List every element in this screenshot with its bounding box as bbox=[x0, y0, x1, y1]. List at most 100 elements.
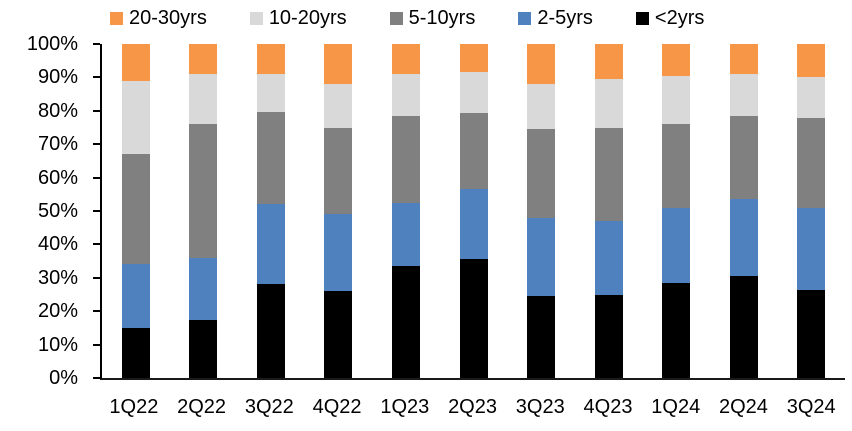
bar-slot-2q23 bbox=[440, 44, 508, 378]
segment-10-20yrs-4q23 bbox=[594, 79, 623, 128]
legend-item-2-5yrs: 2-5yrs bbox=[518, 5, 593, 31]
segment-5-10yrs-1q24 bbox=[662, 124, 691, 208]
segment-2yrs-3q22 bbox=[256, 284, 285, 378]
bar-2q24 bbox=[729, 44, 758, 378]
segment-2yrs-4q23 bbox=[594, 294, 623, 378]
segment-2yrs-4q22 bbox=[324, 291, 353, 378]
bar-1q22 bbox=[121, 44, 150, 378]
segment-5-10yrs-3q22 bbox=[256, 112, 285, 205]
segment-20-30yrs-1q24 bbox=[662, 44, 691, 76]
segment-2-5yrs-1q22 bbox=[121, 264, 150, 328]
legend-item-2yrs: <2yrs bbox=[635, 5, 705, 31]
bar-slot-1q22 bbox=[102, 44, 170, 378]
segment-10-20yrs-1q22 bbox=[121, 80, 150, 155]
y-axis-label-90: 90% bbox=[37, 66, 78, 89]
segment-5-10yrs-3q24 bbox=[797, 117, 826, 208]
segment-5-10yrs-1q23 bbox=[391, 115, 420, 203]
x-axis-label-4q23: 4Q23 bbox=[583, 396, 633, 418]
y-axis-label-10: 10% bbox=[37, 333, 78, 356]
legend-label-2yrs: <2yrs bbox=[654, 7, 705, 29]
segment-10-20yrs-3q24 bbox=[797, 77, 826, 118]
segment-10-20yrs-4q22 bbox=[324, 84, 353, 128]
x-axis-label-3q22: 3Q22 bbox=[244, 396, 294, 418]
segment-2yrs-3q23 bbox=[527, 296, 556, 378]
y-axis-tick-70 bbox=[93, 143, 100, 146]
y-axis-tick-0 bbox=[93, 377, 100, 379]
bar-3q22 bbox=[256, 44, 285, 378]
legend-item-20-30yrs: 20-30yrs bbox=[110, 5, 207, 31]
y-axis-tick-50 bbox=[93, 210, 100, 212]
segment-2yrs-3q24 bbox=[797, 289, 826, 378]
segment-2-5yrs-4q22 bbox=[324, 214, 353, 292]
segment-2-5yrs-3q23 bbox=[527, 217, 556, 297]
legend-swatch-icon-20-30yrs bbox=[110, 11, 123, 25]
y-axis-tick-20 bbox=[93, 310, 100, 313]
segment-20-30yrs-4q23 bbox=[594, 44, 623, 80]
y-axis-tick-30 bbox=[93, 276, 100, 279]
y-axis-tick-100 bbox=[93, 43, 100, 45]
segment-2-5yrs-3q22 bbox=[256, 204, 285, 285]
y-axis-label-50: 50% bbox=[37, 200, 78, 222]
legend-label-2-5yrs: 2-5yrs bbox=[537, 7, 593, 29]
x-axis-label-4q22: 4Q22 bbox=[312, 396, 362, 418]
segment-5-10yrs-2q24 bbox=[729, 115, 758, 200]
y-axis-tick-40 bbox=[93, 243, 100, 246]
bar-2q22 bbox=[189, 44, 218, 378]
legend-item-5-10yrs: 5-10yrs bbox=[389, 5, 476, 31]
bar-3q24 bbox=[797, 44, 826, 378]
segment-2yrs-1q24 bbox=[662, 282, 691, 378]
bar-slot-2q22 bbox=[170, 44, 238, 378]
bar-slot-3q24 bbox=[777, 44, 845, 378]
x-axis-label-3q23: 3Q23 bbox=[515, 396, 565, 418]
segment-2-5yrs-2q22 bbox=[189, 257, 218, 320]
bar-2q23 bbox=[459, 44, 488, 378]
bar-slot-1q24 bbox=[642, 44, 710, 378]
bar-slot-4q23 bbox=[575, 44, 643, 378]
segment-5-10yrs-2q23 bbox=[459, 112, 488, 190]
segment-2yrs-1q22 bbox=[121, 327, 150, 378]
plot-area bbox=[100, 44, 845, 380]
x-axis-label-2q22: 2Q22 bbox=[177, 396, 227, 418]
x-axis-label-1q23: 1Q23 bbox=[380, 396, 430, 418]
legend-label-10-20yrs: 10-20yrs bbox=[268, 7, 347, 29]
legend-swatch-icon-10-20yrs bbox=[249, 11, 263, 25]
x-axis-labels: 1Q22 2Q22 3Q22 4Q22 1Q23 2Q23 3Q23 4Q23 1Q24 2Q24… bbox=[100, 395, 845, 419]
bar-slot-3q23 bbox=[507, 44, 575, 378]
x-axis-label-2q23: 2Q23 bbox=[448, 396, 497, 418]
segment-10-20yrs-2q23 bbox=[459, 72, 488, 113]
legend-label-20-30yrs: 20-30yrs bbox=[129, 7, 207, 29]
segment-20-30yrs-3q24 bbox=[797, 44, 826, 78]
y-axis-label-20: 20% bbox=[37, 300, 78, 323]
x-axis-label-3q24: 3Q24 bbox=[786, 396, 836, 418]
segment-20-30yrs-2q24 bbox=[729, 44, 758, 75]
segment-20-30yrs-2q23 bbox=[459, 44, 488, 73]
y-axis-label-0: 0% bbox=[49, 367, 78, 389]
segment-10-20yrs-1q24 bbox=[662, 75, 691, 125]
segment-10-20yrs-2q22 bbox=[189, 74, 218, 125]
y-axis-label-100: 100% bbox=[26, 33, 78, 55]
segment-2-5yrs-1q23 bbox=[391, 202, 420, 267]
bar-slot-1q23 bbox=[372, 44, 440, 378]
segment-20-30yrs-1q22 bbox=[121, 44, 150, 81]
legend-label-5-10yrs: 5-10yrs bbox=[408, 7, 476, 29]
y-axis-label-80: 80% bbox=[37, 99, 78, 122]
y-axis-label-40: 40% bbox=[37, 233, 78, 256]
segment-20-30yrs-3q22 bbox=[256, 44, 285, 75]
bar-slot-4q22 bbox=[305, 44, 373, 378]
segment-5-10yrs-2q22 bbox=[189, 124, 218, 258]
legend-swatch-icon-2-5yrs bbox=[518, 11, 532, 25]
bar-slot-2q24 bbox=[710, 44, 778, 378]
legend-swatch-icon-2yrs bbox=[635, 11, 649, 25]
x-axis-label-1q22: 1Q22 bbox=[109, 396, 159, 418]
segment-20-30yrs-4q22 bbox=[324, 44, 353, 85]
segment-2-5yrs-4q23 bbox=[594, 221, 623, 295]
segment-5-10yrs-3q23 bbox=[527, 129, 556, 218]
segment-2yrs-2q22 bbox=[189, 319, 218, 378]
bar-slot-3q22 bbox=[237, 44, 305, 378]
segment-10-20yrs-3q22 bbox=[256, 74, 285, 113]
y-axis-label-70: 70% bbox=[37, 133, 78, 156]
segment-2yrs-1q23 bbox=[391, 266, 420, 378]
bar-4q23 bbox=[594, 44, 623, 378]
segment-2-5yrs-1q24 bbox=[662, 207, 691, 283]
